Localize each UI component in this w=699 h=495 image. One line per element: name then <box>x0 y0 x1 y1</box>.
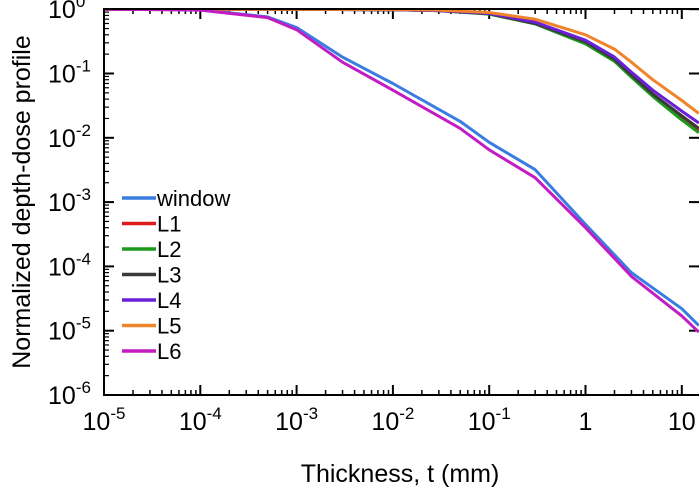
x-tick-label: 10-2 <box>371 404 414 436</box>
x-tick-label: 10-1 <box>468 404 511 436</box>
legend-label-window: window <box>156 186 230 211</box>
x-tick-label: 10-4 <box>179 404 222 436</box>
x-tick-labels: 10-5 10-4 10-3 10-2 10-1 1 10 <box>83 404 696 436</box>
series-line-l4 <box>104 9 699 125</box>
y-tick-label: 100 <box>48 0 85 24</box>
x-tick-label: 10-3 <box>275 404 318 436</box>
plot-frame <box>103 8 699 396</box>
x-tick-label: 1 <box>579 408 593 436</box>
y-axis-title: Normalized depth-dose profile <box>8 35 36 369</box>
legend-label-l4: L4 <box>157 288 181 313</box>
series-line-l1 <box>104 9 699 132</box>
series-line-l2 <box>104 9 699 134</box>
y-tick-labels: 100 10-1 10-2 10-3 10-4 10-5 10-6 <box>48 0 91 410</box>
legend-label-l3: L3 <box>157 263 181 288</box>
y-tick-label: 10-2 <box>48 121 91 153</box>
x-tick-label: 10-5 <box>83 404 126 436</box>
series-line-l5 <box>104 9 699 115</box>
y-tick-label: 10-4 <box>48 249 91 281</box>
series-line-l6 <box>104 9 699 334</box>
series-lines <box>104 9 699 334</box>
series-line-l3 <box>104 9 699 130</box>
y-tick-label: 10-3 <box>48 185 91 217</box>
x-tick-label: 10 <box>668 408 696 436</box>
legend-label-l1: L1 <box>157 212 181 237</box>
legend-label-l5: L5 <box>157 314 181 339</box>
x-axis-title: Thickness, t (mm) <box>301 460 500 488</box>
legend-label-l2: L2 <box>157 237 181 262</box>
y-tick-label: 10-5 <box>48 314 91 346</box>
y-tick-label: 10-6 <box>48 378 91 410</box>
y-tick-label: 10-1 <box>48 57 91 89</box>
legend-label-l6: L6 <box>157 339 181 364</box>
